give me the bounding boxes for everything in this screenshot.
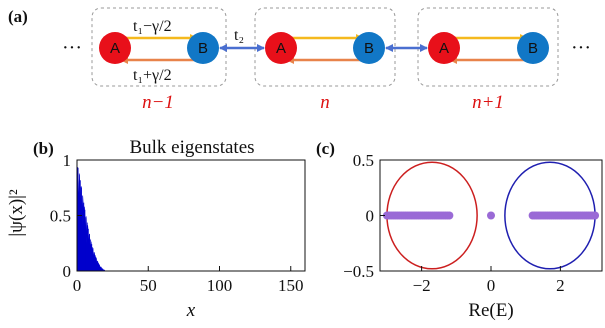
cell-index-label: n−1 — [142, 92, 174, 113]
ellipsis-left: ··· — [62, 37, 82, 59]
x-tick-label: 0 — [487, 276, 496, 295]
x-tick-label: 0 — [73, 276, 82, 295]
site-a-node — [99, 32, 131, 64]
hop-label-intercell: t₂ — [234, 27, 244, 44]
x-tick-label: 100 — [207, 276, 233, 295]
site-a-label: A — [439, 40, 449, 57]
cell-index-label: n — [320, 92, 330, 113]
plot-b: 0 50 100 150 0 0.5 1 — [50, 151, 304, 295]
plot-c-data — [382, 161, 600, 270]
x-tick-label: 50 — [140, 276, 157, 295]
y-tick-label: 0.5 — [50, 207, 71, 226]
y-tick-label: −0.5 — [343, 262, 374, 281]
unit-cell-2: A B n — [265, 32, 385, 113]
plot-b-frame — [76, 159, 306, 272]
site-a-label: A — [110, 40, 120, 57]
y-tick-label: 0.5 — [353, 151, 374, 170]
panel-label-c: (c) — [316, 139, 335, 158]
y-tick-label: 0 — [366, 207, 375, 226]
y-tick-label: 0 — [63, 262, 72, 281]
plot-c: −2 0 2 −0.5 0 0.5 — [343, 151, 600, 295]
site-b-node — [517, 32, 549, 64]
x-tick-label: 2 — [556, 276, 565, 295]
plot-b-xlabel: x — [186, 300, 196, 321]
unit-cell-1: A B n−1 — [99, 32, 219, 113]
ellipsis-right: ··· — [571, 37, 591, 59]
y-tick-label: 1 — [63, 151, 72, 170]
unit-cell-box-3 — [417, 7, 559, 87]
plot-b-ylabel: |ψ(x)|² — [6, 189, 27, 237]
plot-c-xlabel: Re(E) — [468, 300, 513, 321]
hop-label-forward: t₁−γ/2 — [133, 18, 172, 35]
site-b-node — [353, 32, 385, 64]
site-a-label: A — [276, 40, 286, 57]
site-b-label: B — [364, 40, 374, 57]
x-tick-label: −2 — [413, 276, 431, 295]
unit-cell-box-2 — [254, 7, 396, 87]
hop-label-backward: t₁+γ/2 — [133, 67, 172, 84]
site-a-node — [428, 32, 460, 64]
site-b-label: B — [198, 40, 208, 57]
cell-index-label: n+1 — [472, 92, 504, 113]
eigenvalue-point — [445, 211, 454, 220]
plot-b-data — [77, 163, 106, 271]
unit-cell-3: A B n+1 — [428, 32, 549, 113]
panel-label-b: (b) — [33, 139, 54, 158]
plot-b-title: Bulk eigenstates — [129, 137, 254, 158]
site-a-node — [265, 32, 297, 64]
x-tick-label: 150 — [278, 276, 304, 295]
plot-c-frame — [379, 159, 603, 272]
panel-label-a: (a) — [8, 7, 28, 26]
eigenvalue-point — [591, 211, 600, 220]
site-b-node — [187, 32, 219, 64]
zero-mode-point — [487, 211, 495, 220]
site-b-label: B — [528, 40, 538, 57]
